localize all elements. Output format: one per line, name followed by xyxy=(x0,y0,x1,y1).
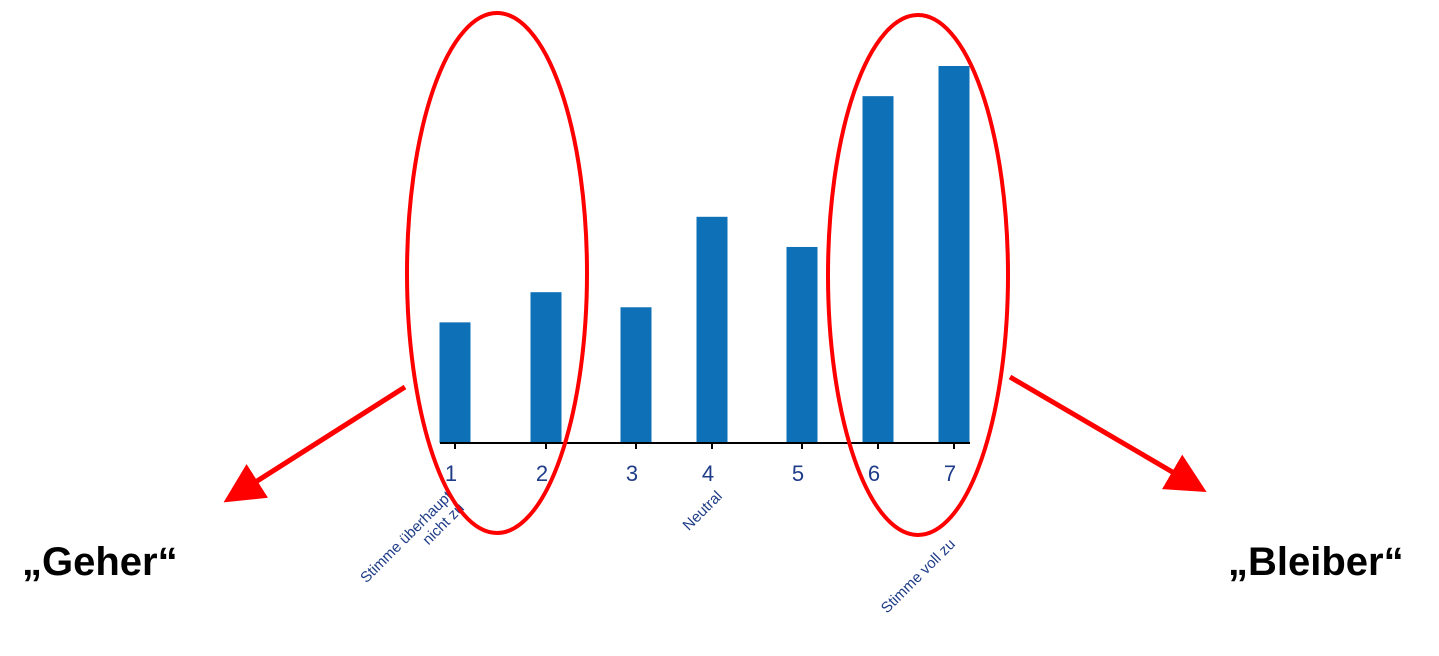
x-tick-label-2: 2 xyxy=(536,461,548,486)
x-axis-tick-labels: 1 2 3 4 5 6 7 xyxy=(445,461,956,486)
x-tick-label-5: 5 xyxy=(792,461,804,486)
left-group-highlight-ellipse xyxy=(405,11,589,535)
bars-layer xyxy=(439,66,970,443)
x-tick-label-7: 7 xyxy=(944,461,956,486)
bar-7 xyxy=(938,66,970,443)
bar-2 xyxy=(530,292,562,443)
scale-label-line: Neutral xyxy=(680,488,726,534)
bar-4 xyxy=(696,216,728,443)
x-tick-label-3: 3 xyxy=(626,461,638,486)
geher-label: „Geher“ xyxy=(22,540,178,584)
left-arrow xyxy=(223,384,407,503)
bar-5 xyxy=(786,246,818,443)
x-tick-label-6: 6 xyxy=(868,461,880,486)
bleiber-label: „Bleiber“ xyxy=(1228,540,1404,584)
scale-label-7: Stimme voll zu xyxy=(878,536,959,617)
scale-label-4: Neutral xyxy=(680,488,726,534)
bar-1 xyxy=(439,322,471,443)
bar-6 xyxy=(862,96,894,443)
scale-label-line: Stimme voll zu xyxy=(878,536,959,617)
bar-3 xyxy=(620,307,652,443)
x-tick-label-1: 1 xyxy=(445,461,457,486)
x-axis-ticks xyxy=(454,443,955,449)
right-group-highlight-ellipse xyxy=(826,13,1010,537)
right-arrow xyxy=(1008,374,1207,493)
x-tick-label-4: 4 xyxy=(702,461,714,486)
